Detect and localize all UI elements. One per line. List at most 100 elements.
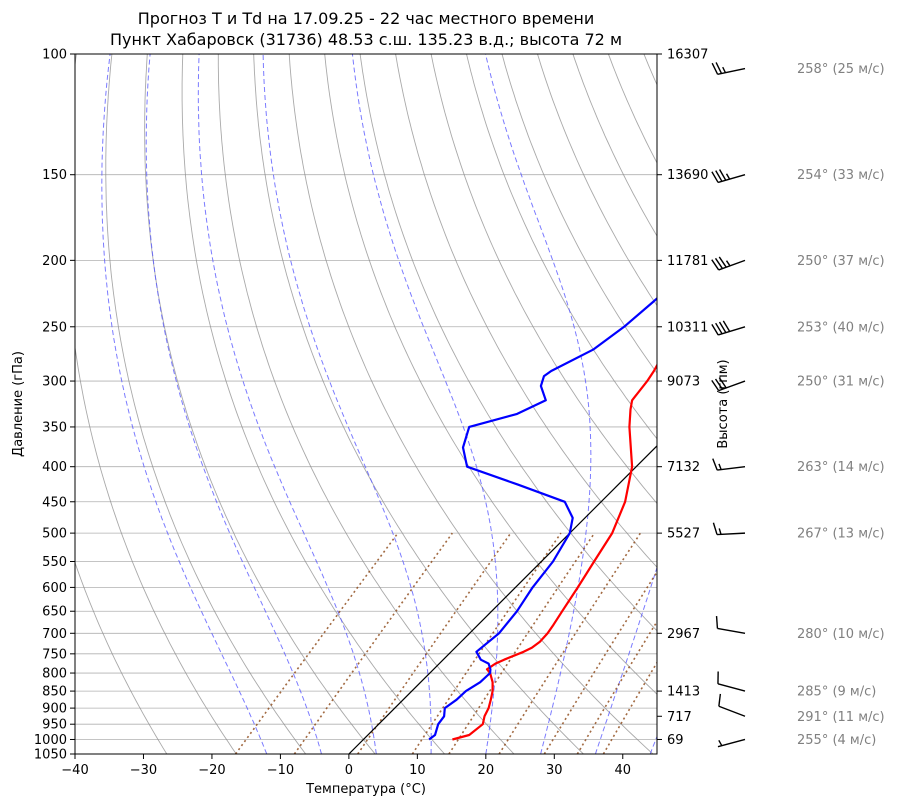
- dry-adiabat: [253, 54, 584, 754]
- temperature-tick-label: 30: [546, 763, 563, 778]
- x-axis-label: Температура (°C): [305, 782, 426, 797]
- zero-isotherm-line: [348, 445, 657, 754]
- pressure-gridlines: [75, 54, 657, 754]
- height-tick-label: 717: [667, 710, 692, 725]
- plot-frame: [74, 53, 658, 755]
- height-tick-label: 7132: [667, 460, 700, 475]
- wind-barb-feather: [714, 378, 724, 390]
- moist-adiabat: [351, 54, 499, 754]
- wind-barb-staff: [717, 627, 746, 634]
- wind-label: 267° (13 м/с): [797, 527, 885, 542]
- wind-barb-half-feather: [718, 463, 722, 470]
- temperature-tick-label: 20: [478, 763, 495, 778]
- wind-barb-feather: [715, 62, 723, 74]
- moist-adiabat: [485, 54, 592, 754]
- wind-barb: [711, 256, 746, 271]
- moist-adiabat: [145, 54, 322, 754]
- y-axis-label: Давление (гПа): [11, 351, 26, 457]
- wind-barb-feather: [711, 259, 720, 271]
- height-tick-label: 9073: [667, 375, 700, 390]
- wind-barb-staff: [717, 466, 746, 471]
- height-tick-label: 10311: [667, 320, 708, 335]
- dry-adiabat: [359, 54, 657, 632]
- wind-barb-staff: [718, 326, 746, 336]
- mixing-ratio-line: [411, 532, 562, 754]
- temperature-axis: −40 −30 −20 −10 0 10 20 30 40: [61, 754, 631, 778]
- moist-adiabat: [262, 54, 432, 754]
- wind-barb-half-feather: [725, 173, 731, 180]
- wind-barb: [711, 169, 746, 184]
- height-tick-label: 13690: [667, 168, 708, 183]
- pressure-tick-label: 450: [42, 495, 67, 510]
- pressure-tick-label: 200: [42, 254, 67, 269]
- wind-barb-feather: [718, 256, 727, 268]
- dry-adiabat: [430, 54, 657, 505]
- dewpoint-line: [428, 296, 657, 741]
- pressure-tick-label: 350: [42, 420, 67, 435]
- chart-subtitle: Пункт Хабаровск (31736) 48.53 с.ш. 135.2…: [110, 30, 622, 49]
- height-tick-label: 5527: [667, 527, 700, 542]
- wind-barb-feather: [714, 257, 724, 269]
- y2-axis-label: Высота (гпм): [716, 359, 731, 448]
- wind-barb-feather: [718, 169, 727, 181]
- wind-barb-staff: [718, 705, 746, 717]
- temperature-tick-label: 40: [614, 763, 631, 778]
- wind-barb: [712, 458, 746, 471]
- mixing-ratio-lines: [234, 532, 657, 754]
- wind-label: 280° (10 м/с): [797, 627, 885, 642]
- wind-barb: [712, 522, 746, 536]
- mixing-ratio-line: [576, 620, 657, 754]
- wind-label: 250° (37 м/с): [797, 254, 885, 269]
- wind-barb-staff: [717, 174, 746, 184]
- wind-barb-feather: [722, 320, 731, 332]
- dry-adiabat: [324, 54, 657, 695]
- wind-barb-feather: [712, 458, 718, 471]
- wind-barb-feather: [718, 693, 722, 707]
- temperature-tick-label: −30: [130, 763, 157, 778]
- wind-barb-feather: [715, 322, 723, 335]
- wind-barb: [715, 616, 746, 634]
- wind-barb: [717, 671, 746, 692]
- pressure-tick-label: 1050: [34, 748, 67, 763]
- wind-barb-feather: [718, 377, 727, 389]
- height-tick-label: 69: [667, 733, 684, 748]
- pressure-tick-label: 600: [42, 581, 67, 596]
- dry-adiabat: [501, 54, 657, 374]
- pressure-tick-label: 1000: [34, 733, 67, 748]
- plot-area: [75, 54, 657, 754]
- dry-adiabats: [75, 54, 657, 754]
- wind-label: 258° (25 м/с): [797, 62, 885, 77]
- wind-barb-feather: [715, 170, 723, 182]
- height-axis: 16307 13690 11781 10311 9073 7132 5527 2967 1413…: [657, 48, 708, 748]
- height-tick-label: 11781: [667, 254, 708, 269]
- dry-adiabat: [144, 54, 376, 754]
- wind-barb-staff: [718, 380, 746, 392]
- wind-label: 254° (33 м/с): [797, 168, 885, 183]
- temperature-tick-label: −40: [61, 763, 88, 778]
- dry-adiabat: [288, 54, 654, 754]
- wind-barb-staff: [717, 683, 746, 692]
- dry-adiabat: [75, 54, 237, 754]
- wind-label: 253° (40 м/с): [797, 320, 885, 335]
- wind-barb-feather: [715, 616, 719, 629]
- temperature-tick-label: −10: [267, 763, 294, 778]
- pressure-tick-label: 900: [42, 702, 67, 717]
- dry-adiabat: [75, 561, 168, 754]
- pressure-tick-label: 250: [42, 320, 67, 335]
- dry-adiabat: [217, 54, 515, 754]
- mixing-ratio-line: [293, 532, 453, 754]
- wind-barb-feather: [718, 321, 727, 333]
- pressure-tick-label: 800: [42, 667, 67, 682]
- dry-adiabat: [105, 54, 307, 754]
- moist-adiabat: [197, 54, 377, 754]
- wind-barbs: 258° (25 м/с) 254° (33 м/с) 250° (37 м/с) 2…: [711, 62, 885, 748]
- wind-barb-feather: [712, 522, 718, 535]
- pressure-tick-label: 700: [42, 627, 67, 642]
- pressure-tick-label: 400: [42, 460, 67, 475]
- wind-barb-half-feather: [722, 66, 727, 73]
- pressure-tick-label: 950: [42, 718, 67, 733]
- temperature-line: [452, 363, 657, 741]
